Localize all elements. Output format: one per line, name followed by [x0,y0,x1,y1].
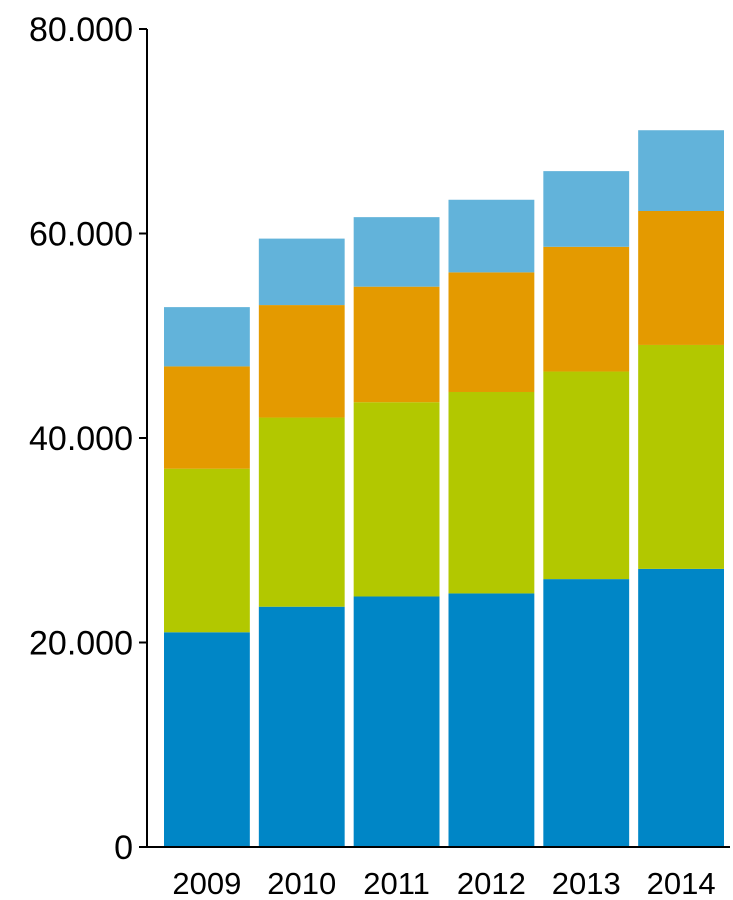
x-tick-label: 2009 [172,866,241,900]
bar-2010-segment-3 [258,305,345,418]
y-tick-label: 40.000 [29,420,133,458]
bar-2011-segment-4 [353,217,440,287]
bar-2010-segment-2 [258,417,345,607]
bar-2009-segment-3 [164,366,250,469]
bar-2010-segment-1 [258,606,345,847]
bars-group [164,130,724,847]
y-tick-label: 60.000 [29,216,133,254]
x-tick-label: 2010 [267,866,336,900]
x-tick-label: 2011 [363,866,430,900]
bar-2012-segment-2 [448,391,535,594]
bar-2011-segment-1 [353,596,440,847]
bar-2009-segment-2 [164,468,250,633]
y-tick-label: 20.000 [29,625,133,663]
x-tick-label: 2013 [552,866,621,900]
x-tick-label: 2014 [647,866,716,900]
y-axis-ticks: 0 20.000 40.000 60.000 80.000 [29,11,147,867]
bar-2011-segment-3 [353,286,440,403]
bar-2011-segment-2 [353,402,440,597]
bar-2014-segment-1 [638,568,724,847]
bar-2012-segment-4 [448,199,535,273]
bar-2013-segment-1 [543,579,630,847]
bar-2012-segment-3 [448,272,535,392]
bar-2013-segment-4 [543,171,630,247]
x-axis-labels: 2009 2010 2011 2012 2013 2014 [172,866,715,900]
bar-2013-segment-2 [543,371,630,580]
bar-2014-segment-4 [638,130,724,212]
bar-2013-segment-3 [543,246,630,372]
y-tick-label: 0 [114,829,133,867]
bar-2014-segment-3 [638,211,724,345]
bar-2009-segment-4 [164,307,250,367]
x-tick-label: 2012 [457,866,526,900]
bar-2009-segment-1 [164,632,250,847]
bar-2014-segment-2 [638,344,724,569]
y-tick-label: 80.000 [29,11,133,49]
bar-2010-segment-4 [258,238,345,306]
bar-2012-segment-1 [448,593,535,847]
